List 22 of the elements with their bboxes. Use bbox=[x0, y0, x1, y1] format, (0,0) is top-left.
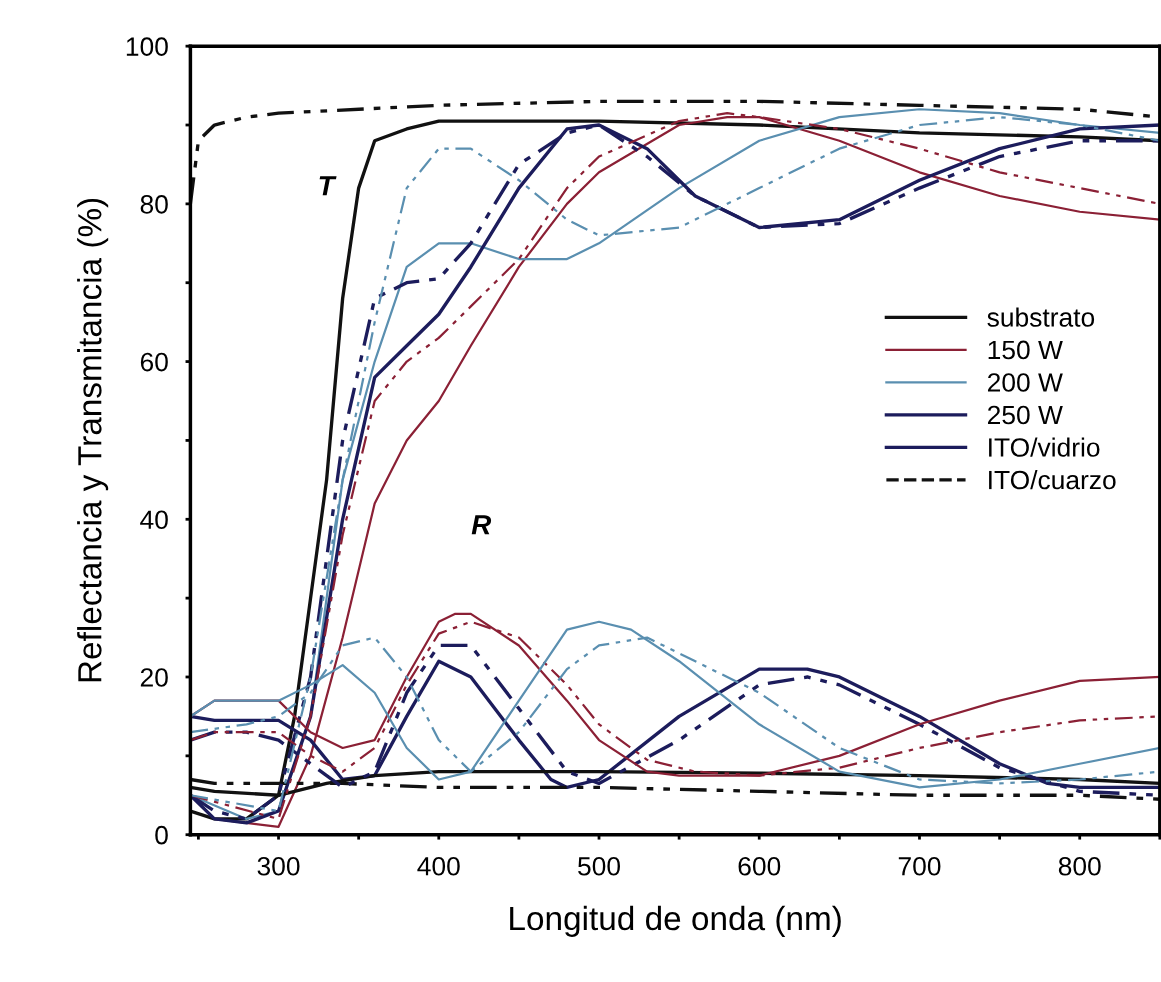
x-tick-label: 500 bbox=[578, 856, 620, 876]
x-tick-label: 400 bbox=[417, 856, 460, 876]
x-tick-label: 800 bbox=[1058, 856, 1101, 876]
y-tick-label: 80 bbox=[140, 195, 168, 214]
legend-label: 150 W bbox=[988, 340, 1063, 360]
y-tick-label: 0 bbox=[155, 825, 168, 845]
legend-label: substrato bbox=[987, 307, 1095, 327]
y-tick-label: 20 bbox=[140, 668, 168, 687]
x-tick-label: 600 bbox=[738, 856, 781, 876]
y-axis-title: Reflectancia y Transmitancia (%) bbox=[77, 198, 109, 682]
legend-label: 250 W bbox=[987, 405, 1063, 425]
y-tick-label: 60 bbox=[140, 352, 168, 372]
y-tick-label: 100 bbox=[126, 37, 168, 56]
annotation: T bbox=[319, 176, 337, 196]
x-axis-title: Longitud de onda (nm) bbox=[510, 905, 841, 937]
x-tick-label: 300 bbox=[257, 856, 300, 876]
y-tick-label: 40 bbox=[140, 510, 168, 530]
x-tick-label: 700 bbox=[898, 856, 941, 876]
legend-label: 200 W bbox=[987, 373, 1063, 392]
annotation: R bbox=[471, 515, 492, 535]
legend-label: ITO/cuarzo bbox=[989, 469, 1116, 490]
legend-label: ITO/vidrio bbox=[989, 437, 1100, 457]
